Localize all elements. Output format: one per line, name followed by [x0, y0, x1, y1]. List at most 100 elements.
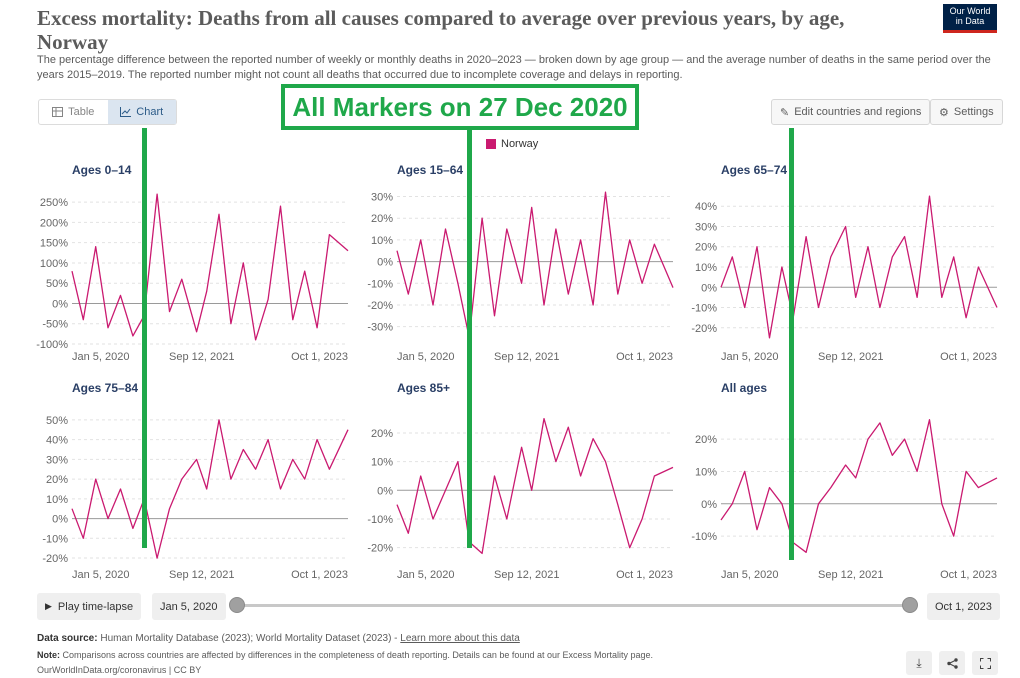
- y-tick-label: 50%: [46, 278, 68, 290]
- y-tick-label: 0%: [701, 499, 717, 511]
- settings-label: Settings: [953, 106, 994, 118]
- data-source: Data source: Human Mortality Database (2…: [37, 633, 520, 644]
- y-tick-label: -10%: [367, 514, 393, 526]
- view-tabs: Table Chart: [38, 99, 177, 125]
- panel-title: Ages 65–74: [721, 163, 787, 177]
- x-tick-label: Jan 5, 2020: [721, 351, 779, 363]
- y-tick-label: 30%: [46, 454, 68, 466]
- y-tick-label: 10%: [46, 494, 68, 506]
- timeline-start-handle[interactable]: [229, 597, 245, 613]
- y-tick-label: -20%: [367, 300, 393, 312]
- y-tick-label: 10%: [695, 466, 717, 478]
- x-tick-label: Oct 1, 2023: [291, 351, 348, 363]
- timeline-end-handle[interactable]: [902, 597, 918, 613]
- play-icon: ▶: [45, 601, 52, 611]
- end-date-label: Oct 1, 2023: [927, 593, 1000, 620]
- source-label: Data source:: [37, 633, 98, 644]
- panel-title: Ages 75–84: [72, 381, 138, 395]
- gear-icon: ⚙: [939, 106, 949, 119]
- panel-title: Ages 85+: [397, 381, 450, 395]
- logo-line-2: in Data: [955, 16, 985, 26]
- y-tick-label: -10%: [691, 531, 717, 543]
- play-label: Play time-lapse: [57, 600, 134, 613]
- series-line-norway: [71, 193, 349, 341]
- tab-table-label: Table: [68, 106, 95, 118]
- x-tick-label: Oct 1, 2023: [291, 569, 348, 581]
- play-timelapse-button[interactable]: ▶ Play time-lapse: [37, 593, 142, 620]
- share-icon: [946, 657, 958, 669]
- logo-line-1: Our World: [949, 6, 991, 16]
- x-tick-label: Jan 5, 2020: [397, 569, 455, 581]
- y-tick-label: 30%: [371, 192, 393, 204]
- fullscreen-icon: [979, 657, 991, 669]
- y-tick-label: 10%: [371, 235, 393, 247]
- series-line-norway: [720, 195, 998, 339]
- y-tick-label: 20%: [46, 474, 68, 486]
- y-tick-label: 40%: [46, 435, 68, 447]
- x-tick-label: Jan 5, 2020: [721, 569, 779, 581]
- learn-more-link[interactable]: Learn more about this data: [400, 633, 520, 644]
- y-tick-label: -100%: [36, 339, 68, 351]
- y-tick-label: 0%: [701, 282, 717, 294]
- x-tick-label: Sep 12, 2021: [494, 351, 559, 363]
- line-chart-icon: [120, 107, 132, 117]
- y-tick-label: -20%: [691, 323, 717, 335]
- panel-title: All ages: [721, 381, 767, 395]
- x-tick-label: Oct 1, 2023: [616, 569, 673, 581]
- marker-line-col-2: [467, 128, 472, 548]
- y-tick-label: 0%: [377, 485, 393, 497]
- x-tick-label: Sep 12, 2021: [818, 569, 883, 581]
- x-tick-label: Sep 12, 2021: [494, 569, 559, 581]
- pencil-icon: ✎: [780, 106, 790, 119]
- y-tick-label: 100%: [40, 258, 68, 270]
- y-tick-label: 20%: [695, 434, 717, 446]
- y-tick-label: 20%: [371, 428, 393, 440]
- edit-countries-button[interactable]: ✎ Edit countries and regions: [771, 99, 931, 125]
- start-date-label: Jan 5, 2020: [152, 593, 226, 620]
- y-tick-label: 20%: [695, 242, 717, 254]
- x-tick-label: Jan 5, 2020: [397, 351, 455, 363]
- download-icon: ⤓: [916, 655, 922, 670]
- y-tick-label: 40%: [695, 201, 717, 213]
- x-tick-label: Jan 5, 2020: [72, 351, 130, 363]
- y-tick-label: 0%: [52, 298, 68, 310]
- x-tick-label: Jan 5, 2020: [72, 569, 130, 581]
- charts-area: Ages 0–14 -100% -50% 0% 50% 100% 150% 200% 250% J…: [36, 163, 998, 581]
- y-tick-label: 10%: [695, 262, 717, 274]
- owid-logo[interactable]: Our World in Data: [943, 4, 997, 33]
- chart-subtitle: The percentage difference between the re…: [37, 54, 991, 81]
- note-text: Comparisons across countries are affecte…: [62, 650, 654, 660]
- x-tick-label: Oct 1, 2023: [940, 569, 997, 581]
- table-icon: [52, 107, 64, 117]
- download-button[interactable]: ⤓: [906, 651, 932, 675]
- y-tick-label: 0%: [377, 257, 393, 269]
- x-tick-label: Oct 1, 2023: [940, 351, 997, 363]
- marker-line-col-3: [789, 128, 794, 560]
- fullscreen-button[interactable]: [972, 651, 998, 675]
- tab-chart[interactable]: Chart: [107, 100, 176, 124]
- series-line-norway: [71, 419, 349, 559]
- share-button[interactable]: [939, 651, 965, 675]
- y-tick-label: 250%: [40, 197, 68, 209]
- legend-label: Norway: [501, 138, 539, 150]
- tab-table[interactable]: Table: [39, 100, 108, 124]
- legend[interactable]: Norway: [486, 138, 538, 150]
- settings-button[interactable]: ⚙ Settings: [930, 99, 1003, 125]
- x-tick-label: Sep 12, 2021: [169, 569, 234, 581]
- credit[interactable]: OurWorldInData.org/coronavirus | CC BY: [37, 665, 202, 675]
- note-label: Note:: [37, 650, 60, 660]
- y-tick-label: -30%: [367, 322, 393, 334]
- x-tick-label: Sep 12, 2021: [169, 351, 234, 363]
- source-text: Human Mortality Database (2023); World M…: [100, 633, 398, 644]
- series-line-norway: [396, 417, 674, 555]
- y-tick-label: 30%: [695, 221, 717, 233]
- panel-title: Ages 15–64: [397, 163, 463, 177]
- y-tick-label: -10%: [691, 303, 717, 315]
- chart-title: Excess mortality: Deaths from all causes…: [37, 6, 845, 54]
- timeline-track[interactable]: [237, 604, 910, 607]
- legend-swatch: [486, 139, 496, 149]
- y-tick-label: 50%: [46, 415, 68, 427]
- note: Note: Comparisons across countries are a…: [37, 650, 653, 660]
- panel-title: Ages 0–14: [72, 163, 132, 177]
- y-tick-label: 10%: [371, 457, 393, 469]
